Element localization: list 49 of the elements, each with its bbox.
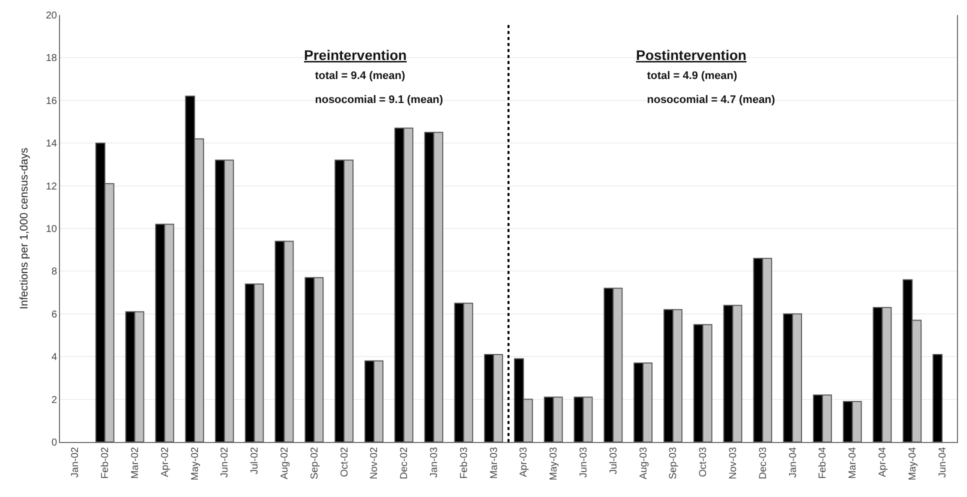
x-tick-label: Jun-04 — [937, 446, 948, 478]
x-tick-label: Mar-03 — [488, 446, 500, 479]
y-tick-label: 14 — [46, 138, 58, 150]
x-tick-label: Jun-03 — [578, 446, 590, 478]
annotation: nosocomial = 9.1 (mean) — [315, 94, 444, 106]
x-tick-label: Apr-02 — [160, 446, 171, 478]
x-tick-label: Sep-03 — [668, 446, 680, 480]
y-tick-label: 18 — [46, 53, 58, 64]
annotation: total = 4.9 (mean) — [647, 70, 738, 82]
y-tick-label: 6 — [51, 309, 58, 320]
y-axis-title: Infections per 1,000 census-days — [18, 147, 31, 310]
x-tick-label: Mar-02 — [130, 446, 141, 479]
x-tick-label: Oct-02 — [339, 446, 350, 478]
annotation: nosocomial = 4.7 (mean) — [647, 94, 776, 106]
x-tick-label: Mar-04 — [848, 446, 859, 479]
x-tick-label: May-04 — [907, 446, 918, 480]
x-tick-label: Feb-03 — [458, 446, 470, 479]
y-tick-label: 4 — [51, 352, 58, 364]
x-tick-label: Dec-03 — [758, 446, 769, 480]
x-tick-label: Jul-03 — [608, 446, 620, 474]
x-tick-label: Apr-03 — [518, 446, 530, 478]
x-tick-label: Sep-02 — [309, 446, 320, 480]
x-tick-label: Aug-03 — [638, 446, 650, 480]
x-tick-label: May-02 — [190, 446, 201, 480]
x-tick-label: Jan-04 — [788, 446, 799, 478]
x-tick-label: Nov-02 — [369, 446, 380, 480]
x-tick-label: Oct-03 — [698, 446, 710, 478]
x-tick-label: Jan-02 — [70, 446, 82, 478]
y-tick-label: 10 — [46, 224, 58, 235]
x-tick-label: Dec-02 — [399, 446, 410, 480]
annotation: total = 9.4 (mean) — [315, 70, 406, 82]
x-tick-label: Jul-02 — [250, 446, 261, 474]
x-tick-label: Nov-03 — [728, 446, 739, 480]
x-tick-label: Aug-02 — [280, 446, 290, 480]
x-tick-label: Feb-04 — [818, 446, 829, 479]
x-tick-label: Jun-02 — [220, 446, 231, 478]
x-tick-label: Jan-03 — [429, 446, 440, 478]
annotation: Preintervention — [304, 47, 407, 63]
x-tick-label: Apr-04 — [878, 446, 888, 478]
y-tick-label: 12 — [46, 181, 58, 192]
annotation: Postintervention — [636, 47, 746, 63]
y-tick-label: 0 — [51, 438, 58, 448]
y-tick-label: 20 — [46, 10, 58, 22]
y-tick-label: 8 — [51, 266, 58, 278]
x-tick-label: May-03 — [548, 446, 560, 480]
x-tick-label: Feb-02 — [100, 446, 112, 479]
y-tick-label: 16 — [46, 96, 58, 107]
bar — [932, 354, 943, 442]
y-tick-label: 2 — [51, 394, 58, 406]
